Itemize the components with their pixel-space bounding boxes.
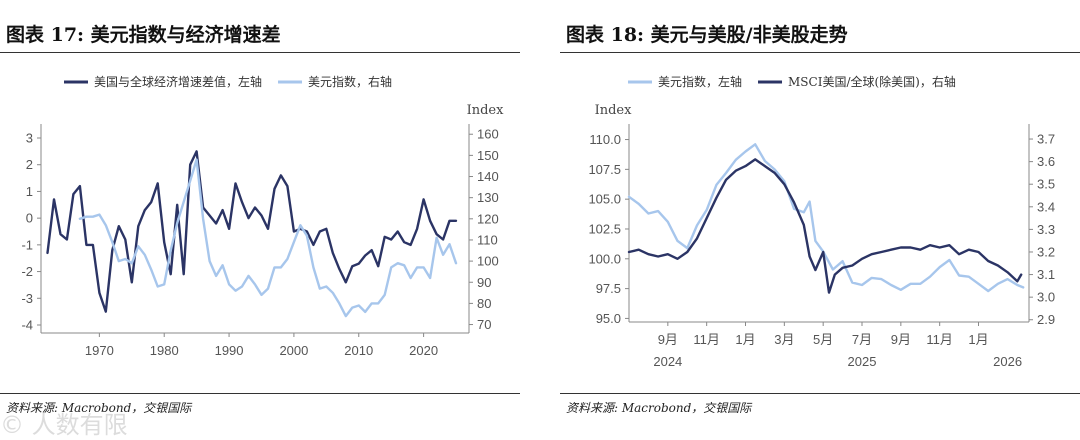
left-right-tick-label: 140: [477, 169, 499, 184]
right-x-tick-label: 5月: [813, 332, 833, 347]
left-series-line-1: [46, 150, 458, 313]
left-right-tick-label: 110: [477, 232, 498, 247]
watermark: © 人数有限: [0, 411, 128, 439]
left-left-tick-label: 1: [26, 184, 33, 199]
left-x-tick-label: 2020: [409, 343, 438, 358]
right-source-rule: [560, 393, 1080, 394]
right-legend-label-2: MSCI美国/全球(除美国)，右轴: [788, 74, 956, 89]
right-source-note: 资料来源: Macrobond，交银国际: [566, 401, 752, 415]
right-right-tick-label: 3.0: [1037, 290, 1055, 305]
right-x-tick-label: 1月: [968, 332, 988, 347]
left-legend-label-2: 美元指数，右轴: [308, 74, 392, 89]
left-right-tick-label: 80: [477, 296, 491, 311]
right-left-tick-label: 97.5: [596, 281, 621, 296]
right-title-rule: [560, 52, 1080, 53]
right-right-tick-label: 3.2: [1037, 244, 1055, 259]
right-x-tick-label: 3月: [774, 332, 794, 347]
left-source-rule: [0, 393, 520, 394]
right-right-tick-label: 3.6: [1037, 154, 1055, 169]
right-x-tick-label: 7月: [852, 332, 872, 347]
right-right-tick-label: 3.7: [1037, 132, 1055, 147]
right-legend-label-1: 美元指数，左轴: [658, 74, 742, 89]
right-left-tick-label: 100.0: [588, 251, 621, 266]
left-right-tick-label: 130: [477, 190, 499, 205]
left-x-tick-label: 1980: [150, 343, 179, 358]
left-left-tick-label: -1: [21, 237, 33, 252]
left-left-tick-label: 0: [26, 211, 33, 226]
left-left-tick-label: 2: [26, 157, 33, 172]
left-title-rule: [0, 52, 520, 53]
right-x-tick-label: 11月: [926, 332, 953, 347]
right-left-tick-label: 102.5: [588, 221, 621, 236]
right-series-line-2: [627, 158, 1023, 294]
right-right-tick-label: 3.1: [1037, 267, 1055, 282]
right-year-label: 2024: [653, 354, 682, 369]
left-chart-title: 图表 17: 美元指数与经济增速差: [6, 24, 281, 46]
left-right-tick-label: 90: [477, 275, 491, 290]
right-right-tick-label: 3.4: [1037, 199, 1055, 214]
right-chart: 110.0 107.5 105.0 102.5 100.0 97.5 95.0 3.7 3.6 3…: [588, 74, 1055, 369]
left-chart: 3 2 1 0 -1 -2 -3 -4 160 150 140 130 120 110 100 90 80 70 1…: [21, 74, 505, 358]
left-x-tick-label: 2010: [344, 343, 373, 358]
left-left-tick-label: -3: [21, 291, 33, 306]
left-x-tick-label: 1990: [215, 343, 244, 358]
right-x-tick-label: 11月: [693, 332, 720, 347]
right-figure-panel: 图表 18: 美元与美股/非美股走势 110.0 107.5 105.0 102.5 1…: [556, 0, 1080, 436]
left-x-tick-label: 1970: [85, 343, 114, 358]
left-series-line-2: [78, 158, 458, 318]
right-year-label: 2026: [993, 354, 1022, 369]
right-right-tick-label: 2.9: [1037, 312, 1055, 327]
left-figure-panel: 图表 17: 美元指数与经济增速差 3 2 1 0 -1 -2 -3 -4 160 150 140 1…: [0, 0, 530, 436]
left-right-tick-label: 150: [477, 148, 499, 163]
left-right-tick-label: 120: [477, 211, 499, 226]
right-left-tick-label: 105.0: [588, 192, 621, 207]
right-chart-title: 图表 18: 美元与美股/非美股走势: [566, 24, 848, 46]
left-right-tick-label: 160: [477, 127, 499, 142]
right-x-tick-label: 9月: [658, 332, 678, 347]
left-left-tick-label: -2: [21, 264, 33, 279]
right-right-tick-label: 3.5: [1037, 177, 1055, 192]
right-year-label: 2025: [848, 354, 877, 369]
right-left-tick-label: 107.5: [588, 162, 621, 177]
right-axis-title: Index: [595, 103, 633, 118]
left-x-tick-label: 2000: [279, 343, 308, 358]
right-x-tick-label: 1月: [735, 332, 755, 347]
left-source-note: 资料来源: Macrobond，交银国际: [6, 401, 192, 415]
left-legend-label-1: 美国与全球经济增速差值，左轴: [94, 74, 262, 89]
left-right-tick-label: 70: [477, 317, 491, 332]
left-left-tick-label: -4: [21, 317, 33, 332]
left-left-tick-label: 3: [26, 131, 33, 146]
left-axis-title: Index: [467, 103, 505, 118]
right-right-tick-label: 3.3: [1037, 222, 1055, 237]
left-right-tick-label: 100: [477, 254, 499, 269]
right-x-tick-label: 9月: [891, 332, 911, 347]
right-left-tick-label: 95.0: [596, 311, 621, 326]
right-left-tick-label: 110.0: [589, 132, 621, 147]
